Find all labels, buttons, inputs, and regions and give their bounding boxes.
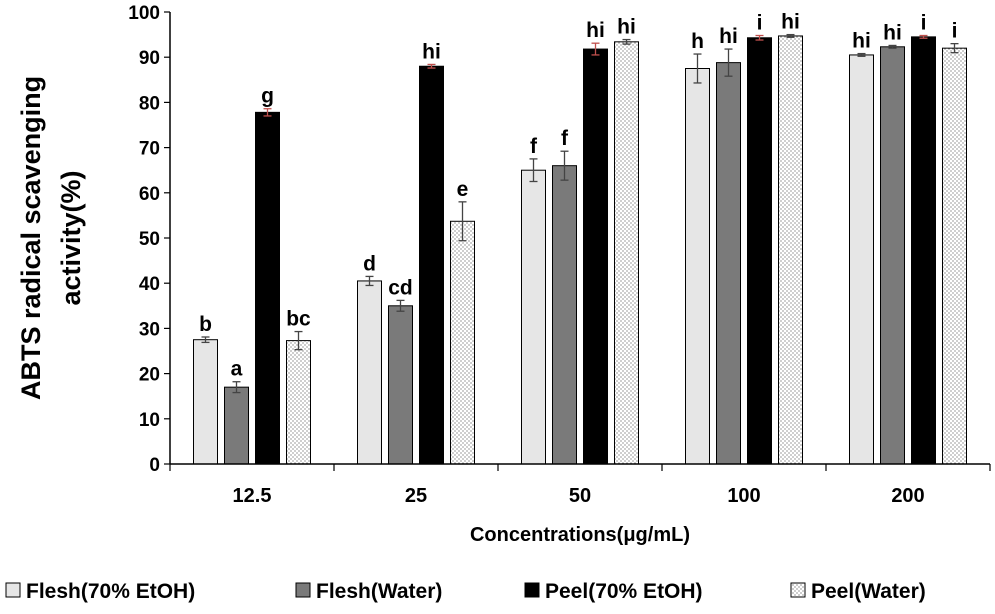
- significance-letter: bc: [286, 308, 311, 331]
- legend-label: Peel(70% EtOH): [545, 580, 703, 603]
- bars: [193, 35, 967, 465]
- significance-letter: e: [457, 178, 469, 201]
- y-tick-label: 10: [139, 410, 160, 431]
- significance-letter: b: [199, 313, 212, 336]
- significance-letter: f: [530, 135, 538, 158]
- error-bars: [201, 33, 959, 394]
- bar: [388, 305, 413, 465]
- bar: [357, 280, 382, 465]
- bar: [880, 46, 905, 465]
- x-axis-ticks: 12.5 25 50 100 200: [169, 464, 991, 507]
- bar: [716, 62, 741, 465]
- bar: [911, 36, 936, 465]
- legend: Flesh(70% EtOH) Flesh(Water) Peel(70% EtOH…: [5, 580, 926, 603]
- bar: [747, 37, 772, 465]
- y-axis-label-line-1: ABTS radical scavenging: [16, 76, 46, 400]
- bar: [778, 35, 803, 465]
- y-tick-label: 80: [139, 93, 160, 114]
- x-axis-label: Concentrations(μg/mL): [470, 524, 690, 546]
- y-axis-label-line-2: activity(%): [56, 170, 86, 305]
- legend-swatch: [295, 582, 311, 598]
- x-tick-label: 200: [891, 485, 924, 507]
- significance-letter: hi: [719, 25, 738, 48]
- y-tick-label: 100: [128, 3, 160, 24]
- significance-letter: h: [691, 30, 704, 53]
- significance-letter: f: [561, 127, 569, 150]
- bar: [614, 41, 639, 465]
- bar: [583, 48, 608, 465]
- bar: [849, 54, 874, 465]
- significance-letter: a: [231, 358, 243, 381]
- significance-letter: hi: [422, 40, 441, 63]
- y-tick-label: 30: [139, 319, 160, 340]
- y-tick-label: 70: [139, 139, 160, 160]
- legend-swatch: [790, 582, 806, 598]
- significance-letter: hi: [586, 19, 605, 42]
- significance-letter: hi: [781, 11, 800, 34]
- significance-letter: i: [921, 12, 927, 35]
- legend-label: Flesh(70% EtOH): [26, 580, 195, 603]
- y-axis-ticks: 0 10 20 30 40 50 60 70 80 90 100: [128, 3, 170, 476]
- significance-letter: i: [757, 12, 763, 35]
- y-tick-label: 40: [139, 274, 160, 295]
- legend-label: Flesh(Water): [316, 580, 442, 603]
- bar: [286, 340, 311, 465]
- significance-letter: hi: [852, 30, 871, 53]
- legend-swatch: [5, 582, 21, 598]
- y-tick-label: 50: [139, 229, 160, 250]
- y-tick-label: 0: [149, 455, 160, 476]
- x-tick-label: 25: [405, 485, 427, 507]
- bar: [942, 47, 967, 465]
- axes: [169, 12, 990, 465]
- x-tick-label: 100: [727, 485, 760, 507]
- y-tick-label: 90: [139, 48, 160, 69]
- significance-letter: d: [363, 252, 376, 275]
- x-tick-label: 50: [569, 485, 591, 507]
- legend-label: Peel(Water): [811, 580, 926, 603]
- bar: [685, 68, 710, 465]
- bar: [224, 386, 249, 465]
- bar: [450, 220, 475, 465]
- bar: [193, 339, 218, 465]
- bar: [552, 165, 577, 465]
- y-tick-label: 60: [139, 184, 160, 205]
- significance-letter: cd: [388, 276, 413, 299]
- significance-letter: hi: [617, 16, 636, 39]
- bar: [255, 111, 280, 465]
- significance-letter: g: [261, 85, 274, 108]
- legend-swatch: [524, 582, 540, 598]
- significance-letter: i: [952, 20, 958, 43]
- significance-letter: hi: [883, 21, 902, 44]
- y-tick-label: 20: [139, 365, 160, 386]
- bar: [521, 169, 546, 465]
- bar: [419, 65, 444, 465]
- x-tick-label: 12.5: [233, 485, 272, 507]
